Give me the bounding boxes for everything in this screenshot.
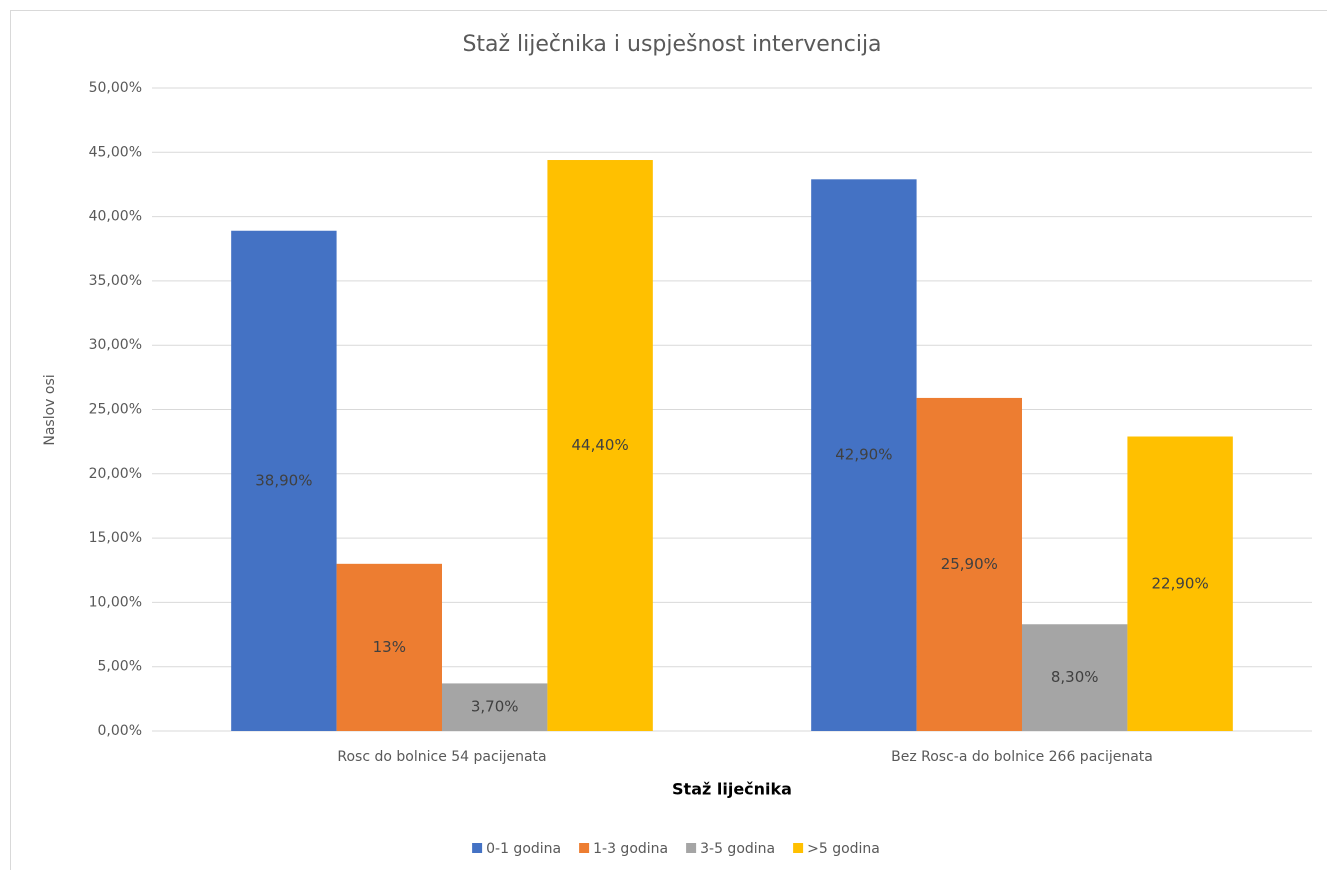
bar: [336, 563, 442, 731]
legend-label: 3-5 godina: [700, 841, 775, 857]
chart-title: Staž liječnika i uspješnost intervencija: [462, 32, 881, 57]
y-tick-label: 25,00%: [89, 402, 142, 418]
legend-label: 0-1 godina: [486, 841, 561, 857]
data-label: 25,90%: [941, 555, 998, 573]
data-label: 44,40%: [572, 436, 629, 454]
bar: [1022, 624, 1128, 731]
bar: [442, 683, 548, 731]
bar: [231, 230, 337, 731]
legend-swatch: [793, 843, 804, 853]
legend-label: 1-3 godina: [593, 841, 668, 857]
x-tick-label: Rosc do bolnice 54 pacijenata: [337, 749, 546, 765]
bar: [811, 179, 917, 731]
y-tick-label: 20,00%: [89, 466, 142, 482]
data-label: 22,90%: [1152, 574, 1209, 592]
bar: [547, 160, 653, 732]
legend-swatch: [472, 843, 483, 853]
legend-swatch: [579, 843, 590, 853]
y-tick-label: 40,00%: [89, 209, 142, 225]
y-tick-label: 30,00%: [89, 337, 142, 353]
y-tick-label: 35,00%: [89, 273, 142, 289]
y-tick-label: 10,00%: [89, 594, 142, 610]
y-tick-label: 45,00%: [89, 144, 142, 160]
y-tick-label: 50,00%: [89, 80, 142, 96]
data-label: 3,70%: [471, 698, 519, 716]
legend-label: >5 godina: [807, 841, 880, 857]
bar: [1127, 436, 1233, 731]
data-label: 8,30%: [1051, 668, 1099, 686]
y-tick-label: 5,00%: [98, 659, 142, 675]
y-tick-label: 0,00%: [98, 723, 142, 739]
bar: [916, 397, 1022, 731]
data-label: 42,90%: [835, 446, 892, 464]
legend-swatch: [686, 843, 697, 853]
data-label: 38,90%: [255, 471, 312, 489]
x-axis-title: Staž liječnika: [672, 780, 792, 799]
y-tick-label: 15,00%: [89, 530, 142, 546]
data-label: 13%: [373, 638, 406, 656]
x-tick-label: Bez Rosc-a do bolnice 266 pacijenata: [891, 749, 1153, 765]
y-axis-title: Naslov osi: [42, 374, 58, 445]
